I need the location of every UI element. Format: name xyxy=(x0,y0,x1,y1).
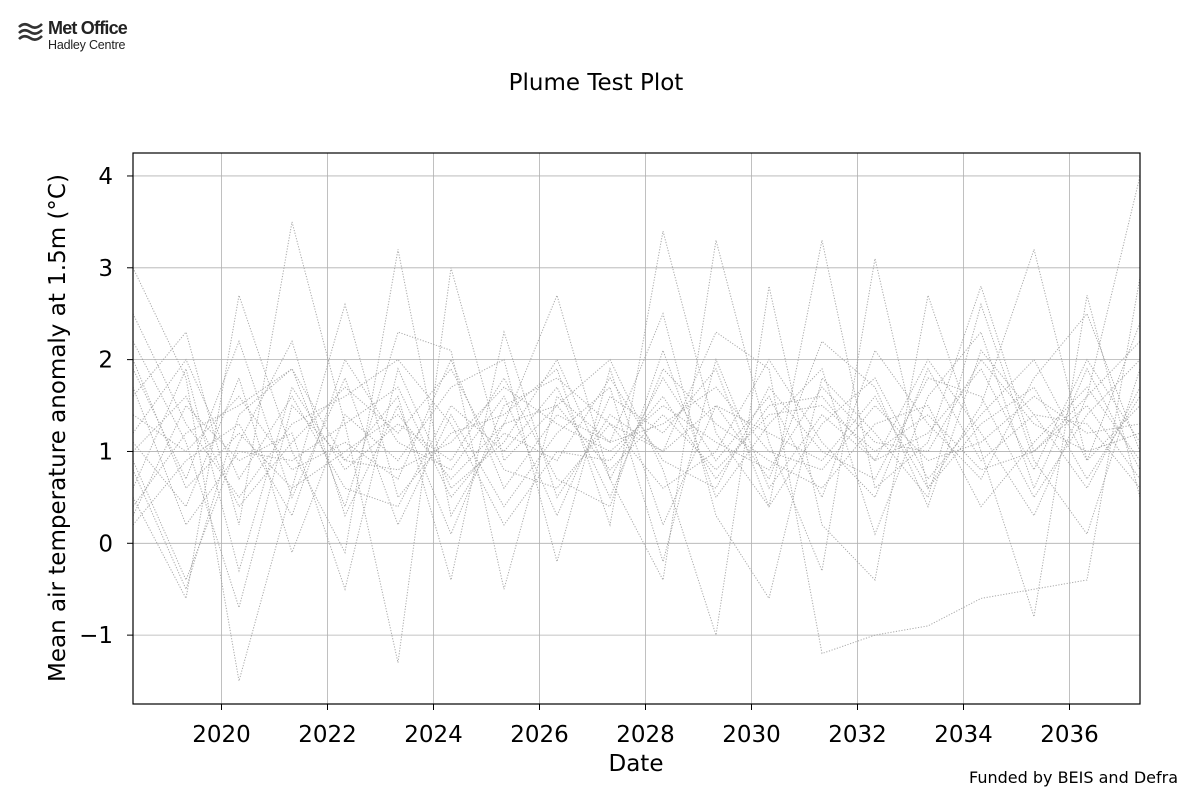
x-tick-label: 2030 xyxy=(722,722,781,748)
x-tick-label: 2022 xyxy=(298,722,357,748)
chart-title: Plume Test Plot xyxy=(509,70,684,96)
y-axis-label: Mean air temperature anomaly at 1.5m (°C… xyxy=(45,174,71,682)
y-tick-label: 0 xyxy=(98,531,113,557)
met-office-logo-icon xyxy=(18,22,43,41)
ensemble-member-line xyxy=(132,240,1141,600)
ensemble-member-line xyxy=(132,358,1141,526)
y-tick-label: 4 xyxy=(98,164,113,190)
plot-frame xyxy=(132,152,1141,705)
y-tick-label: 3 xyxy=(98,256,113,282)
x-tick-label: 2032 xyxy=(828,722,887,748)
funding-note: Funded by BEIS and Defra xyxy=(969,768,1178,787)
y-axis-ticks: −1 0 1 2 3 4 xyxy=(79,164,133,649)
plume-lines xyxy=(132,175,1141,682)
ensemble-member-line xyxy=(132,358,1141,507)
logo-name: Met Office xyxy=(48,18,128,38)
y-tick-label: 1 xyxy=(98,439,113,465)
ensemble-member-line xyxy=(132,302,1141,600)
x-axis-ticks: 2020 2022 2024 2026 2028 2030 2032 2034 2036 xyxy=(192,704,1099,748)
y-tick-label: 2 xyxy=(98,348,113,374)
x-tick-label: 2034 xyxy=(934,722,993,748)
x-tick-label: 2020 xyxy=(192,722,251,748)
x-tick-label: 2026 xyxy=(510,722,569,748)
ensemble-member-line xyxy=(132,313,1141,526)
ensemble-member-line xyxy=(132,359,1141,526)
x-axis-label: Date xyxy=(609,751,664,777)
ensemble-member-line xyxy=(132,367,1141,508)
ensemble-member-line xyxy=(132,358,1141,508)
grid xyxy=(133,153,1140,704)
x-tick-label: 2036 xyxy=(1040,722,1099,748)
met-office-logo: Met Office Hadley Centre xyxy=(18,16,148,56)
y-tick-label: −1 xyxy=(79,623,113,649)
ensemble-member-line xyxy=(132,312,1141,591)
ensemble-member-line xyxy=(132,276,1141,655)
x-tick-label: 2024 xyxy=(404,722,463,748)
ensemble-member-line xyxy=(132,175,1141,682)
ensemble-member-line xyxy=(132,221,1141,663)
ensemble-member-line xyxy=(132,339,1141,564)
logo-subname: Hadley Centre xyxy=(48,38,126,52)
ensemble-member-line xyxy=(132,359,1141,490)
ensemble-member-line xyxy=(132,340,1141,564)
x-tick-label: 2028 xyxy=(616,722,675,748)
